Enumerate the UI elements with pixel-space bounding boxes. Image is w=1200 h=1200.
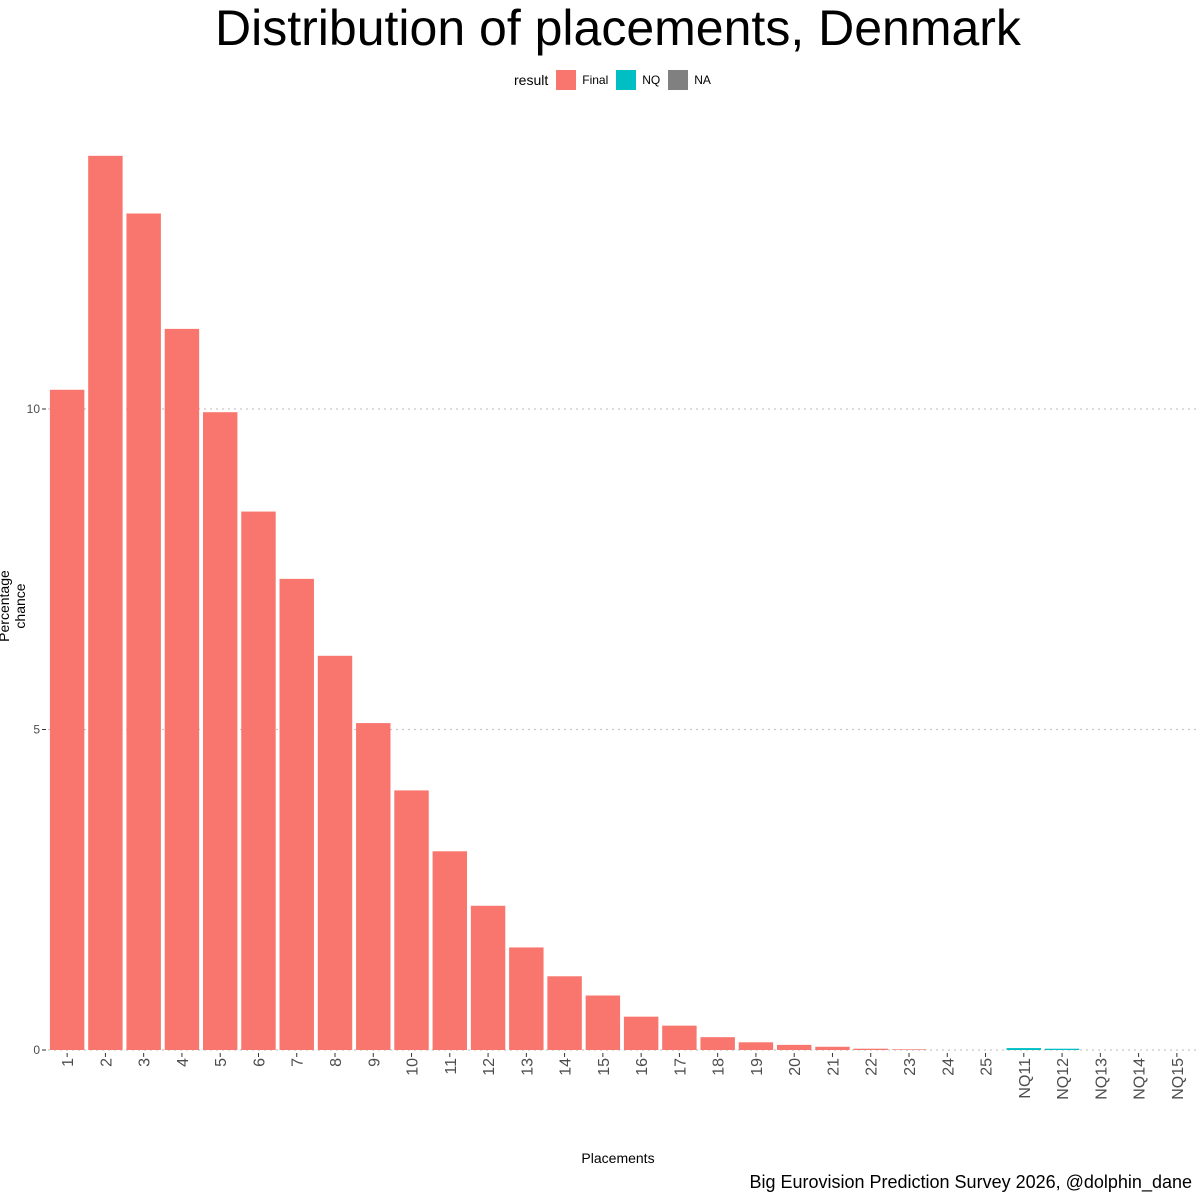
x-tick-label-6: 6 (251, 1058, 268, 1067)
bar-5 (202, 412, 238, 1051)
x-tick-label-9: 9 (366, 1058, 383, 1067)
bar-3 (126, 213, 161, 1050)
chart-caption: Big Eurovision Prediction Survey 2026, @… (749, 1172, 1192, 1192)
x-tick-label-3: 3 (137, 1058, 154, 1067)
bar-12 (470, 905, 506, 1050)
legend-label-na: NA (694, 73, 711, 87)
legend-item-final: Final (556, 70, 608, 90)
x-tick-label-21: 21 (825, 1058, 842, 1076)
x-tick-label-NQ13: NQ13 (1093, 1058, 1110, 1100)
x-tick-label-2: 2 (98, 1058, 115, 1067)
legend-key-final (556, 70, 577, 90)
legend-item-nq: NQ (616, 70, 660, 90)
bar-8 (317, 655, 353, 1050)
bar-NQ11 (1006, 1048, 1042, 1050)
bar-11 (432, 851, 468, 1050)
x-axis-label: Placements (581, 1150, 655, 1166)
x-tick-label-15: 15 (596, 1058, 613, 1076)
x-tick-label-17: 17 (672, 1058, 689, 1076)
x-tick-label-1: 1 (60, 1058, 77, 1067)
x-tick-label-5: 5 (213, 1058, 230, 1067)
x-tick-label-NQ14: NQ14 (1132, 1058, 1149, 1100)
x-tick-label-12: 12 (481, 1058, 498, 1076)
bar-NQ12 (1044, 1048, 1080, 1050)
legend-item-na: NA (668, 70, 711, 90)
x-tick-label-24: 24 (940, 1058, 957, 1076)
x-tick-label-18: 18 (711, 1058, 728, 1076)
legend-key-na (668, 70, 689, 90)
x-tick-label-NQ12: NQ12 (1055, 1058, 1072, 1100)
bar-10 (394, 790, 429, 1050)
bar-17 (662, 1025, 697, 1050)
x-tick-label-25: 25 (979, 1058, 996, 1076)
x-tick-label-22: 22 (864, 1058, 881, 1076)
legend-label-nq: NQ (642, 73, 661, 87)
x-tick-label-14: 14 (558, 1058, 575, 1076)
bar-23 (891, 1049, 927, 1050)
x-tick-label-16: 16 (634, 1058, 651, 1076)
x-tick-label-8: 8 (328, 1058, 345, 1067)
bar-19 (738, 1042, 774, 1050)
x-tick-label-10: 10 (405, 1058, 422, 1076)
bar-9 (356, 723, 391, 1050)
bar-4 (164, 328, 200, 1050)
x-tick-label-23: 23 (902, 1058, 919, 1076)
legend-label-final: Final (582, 73, 609, 87)
bar-20 (776, 1044, 812, 1050)
x-tick-label-4: 4 (175, 1058, 192, 1067)
chart-title: Distribution of placements, Denmark (215, 0, 1021, 56)
x-tick-label-13: 13 (519, 1058, 536, 1076)
bar-22 (853, 1048, 888, 1050)
x-tick-label-7: 7 (290, 1058, 307, 1067)
bar-1 (49, 389, 85, 1050)
y-tick-label: 0 (33, 1043, 40, 1057)
y-axis-label: Percentage chance (0, 570, 28, 642)
y-tick-label: 5 (33, 723, 40, 737)
x-tick-label-11: 11 (443, 1058, 460, 1075)
bar-6 (241, 511, 276, 1050)
bar-7 (279, 578, 314, 1050)
bar-21 (815, 1046, 850, 1050)
y-tick-label: 10 (27, 402, 41, 416)
legend-key-nq (616, 70, 637, 90)
x-tick-label-20: 20 (787, 1058, 804, 1076)
bar-16 (623, 1016, 659, 1050)
bar-2 (88, 155, 123, 1050)
bar-18 (700, 1037, 735, 1050)
bar-14 (547, 976, 582, 1050)
x-tick-label-19: 19 (749, 1058, 766, 1076)
bar-15 (585, 995, 621, 1050)
x-tick-label-NQ15: NQ15 (1170, 1058, 1187, 1100)
legend: result Final NQ NA (514, 68, 719, 92)
legend-title: result (514, 72, 549, 88)
bar-13 (509, 947, 544, 1050)
x-tick-label-NQ11: NQ11 (1017, 1058, 1034, 1099)
